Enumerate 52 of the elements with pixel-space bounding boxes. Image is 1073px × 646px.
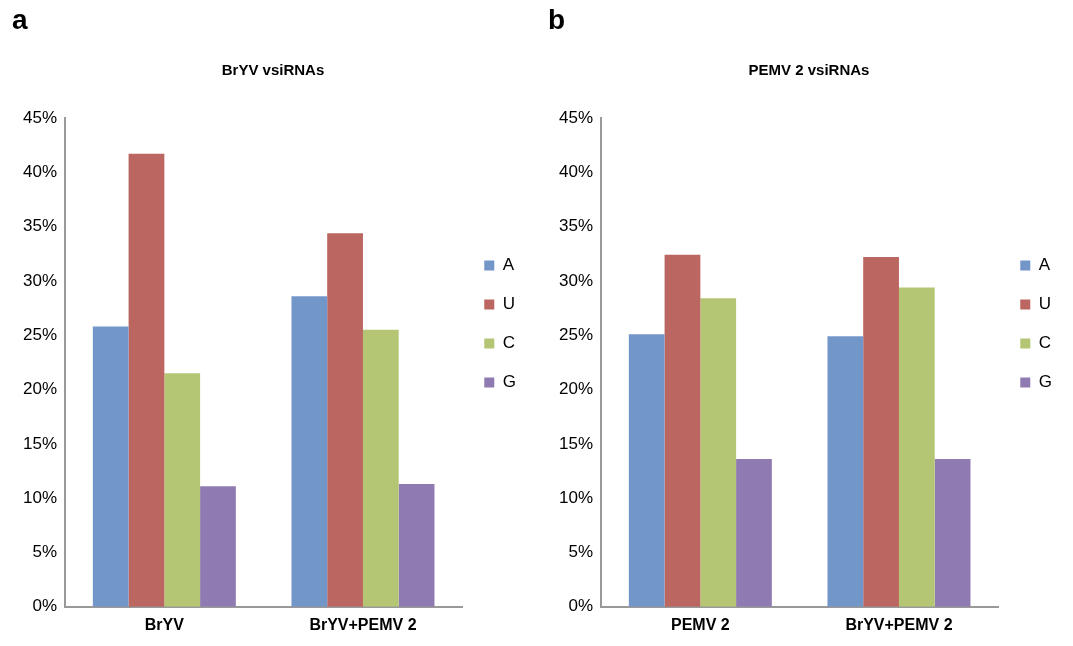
text: b [548, 4, 566, 36]
y-tick-label: 15% [558, 433, 594, 453]
legend-label: C [1038, 333, 1052, 353]
bar [327, 233, 363, 607]
y-tick-label: 45% [558, 107, 594, 127]
bar [362, 329, 399, 607]
legend-label: A [502, 255, 515, 275]
text: a [12, 4, 28, 36]
y-tick-label: 30% [22, 270, 58, 290]
y-tick-label: 0% [32, 596, 58, 616]
bar [628, 334, 665, 607]
bar [863, 257, 899, 607]
bar [200, 486, 236, 607]
bar [898, 287, 935, 607]
y-tick-label: 25% [22, 324, 58, 344]
y-tick-label: 25% [558, 324, 594, 344]
x-tick-label: PEMV 2 [670, 615, 730, 633]
y-tick-label: 10% [558, 487, 594, 507]
y-tick-label: 15% [22, 433, 58, 453]
y-tick-label: 10% [22, 487, 58, 507]
y-tick-label: 35% [558, 216, 594, 236]
y-tick-label: 40% [22, 162, 58, 181]
bar [700, 298, 737, 607]
legend-label: A [1038, 255, 1051, 275]
y-tick-label: 20% [558, 379, 594, 399]
x-tick-label: BrYV+PEMV 2 [845, 615, 953, 633]
bar [934, 459, 971, 607]
bar [398, 484, 435, 607]
y-tick-label: 0% [568, 596, 594, 616]
y-tick-label: 5% [32, 542, 58, 562]
bar [736, 459, 772, 607]
x-tick-label: BrYV+PEMV 2 [309, 615, 417, 633]
x-tick-label: BrYV [144, 615, 185, 633]
bar [128, 153, 165, 607]
y-tick-label: 30% [558, 270, 594, 290]
bar [291, 296, 328, 607]
bar [164, 373, 201, 607]
legend-label: C [502, 333, 516, 353]
y-tick-label: 20% [22, 379, 58, 399]
chart-title: BrYV vsiRNAs [221, 61, 325, 79]
bar [827, 336, 864, 607]
bar [664, 254, 701, 607]
legend-label: U [502, 294, 516, 314]
legend-label: G [502, 372, 517, 392]
y-tick-label: 5% [568, 542, 594, 562]
legend-label: G [1038, 372, 1053, 392]
legend-label: U [1038, 294, 1052, 314]
bar [92, 326, 129, 607]
y-tick-label: 45% [22, 107, 58, 127]
y-tick-label: 35% [22, 216, 58, 236]
chart-title: PEMV 2 vsiRNAs [748, 61, 870, 79]
y-tick-label: 40% [558, 162, 594, 181]
